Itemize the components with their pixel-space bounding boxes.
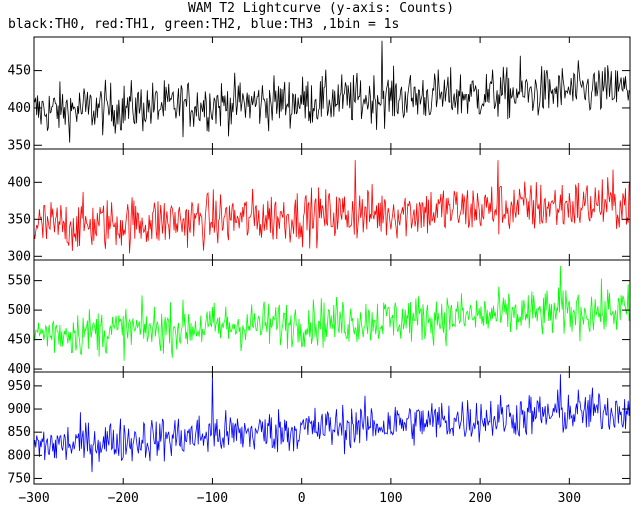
- xtick-label: −200: [108, 491, 139, 505]
- series-th0: [33, 40, 631, 143]
- ytick-label-th2: 400: [8, 362, 31, 377]
- chart-subtitle: black:TH0, red:TH1, green:TH2, blue:TH3 …: [8, 17, 400, 32]
- panel-frame-th3: [33, 371, 631, 485]
- ytick-label-th2: 450: [8, 333, 31, 348]
- ytick-label-th0: 450: [8, 64, 31, 79]
- ytick-label-th3: 850: [8, 425, 31, 440]
- ytick-label-th3: 800: [8, 448, 31, 463]
- xtick-label: 300: [558, 491, 581, 505]
- ytick-label-th0: 400: [8, 101, 31, 116]
- ytick-label-th1: 350: [8, 212, 31, 227]
- ytick-label-th3: 950: [8, 379, 31, 394]
- xtick-label: −100: [197, 491, 228, 505]
- ytick-label-th0: 350: [8, 138, 31, 153]
- ytick-label-th2: 500: [8, 303, 31, 318]
- series-th3: [33, 374, 631, 473]
- series-th2: [33, 265, 631, 361]
- series-th1: [33, 160, 631, 254]
- chart-title: WAM T2 Lightcurve (y-axis: Counts): [187, 1, 455, 16]
- xtick-label: 0: [298, 491, 306, 505]
- ytick-label-th3: 750: [8, 471, 31, 486]
- ytick-label-th1: 400: [8, 175, 31, 190]
- ytick-label-th2: 550: [8, 274, 31, 289]
- ytick-label-th1: 300: [8, 249, 31, 264]
- xtick-label: 200: [468, 491, 491, 505]
- ytick-label-th3: 900: [8, 402, 31, 417]
- xtick-label: −300: [18, 491, 49, 505]
- xtick-label: 100: [379, 491, 402, 505]
